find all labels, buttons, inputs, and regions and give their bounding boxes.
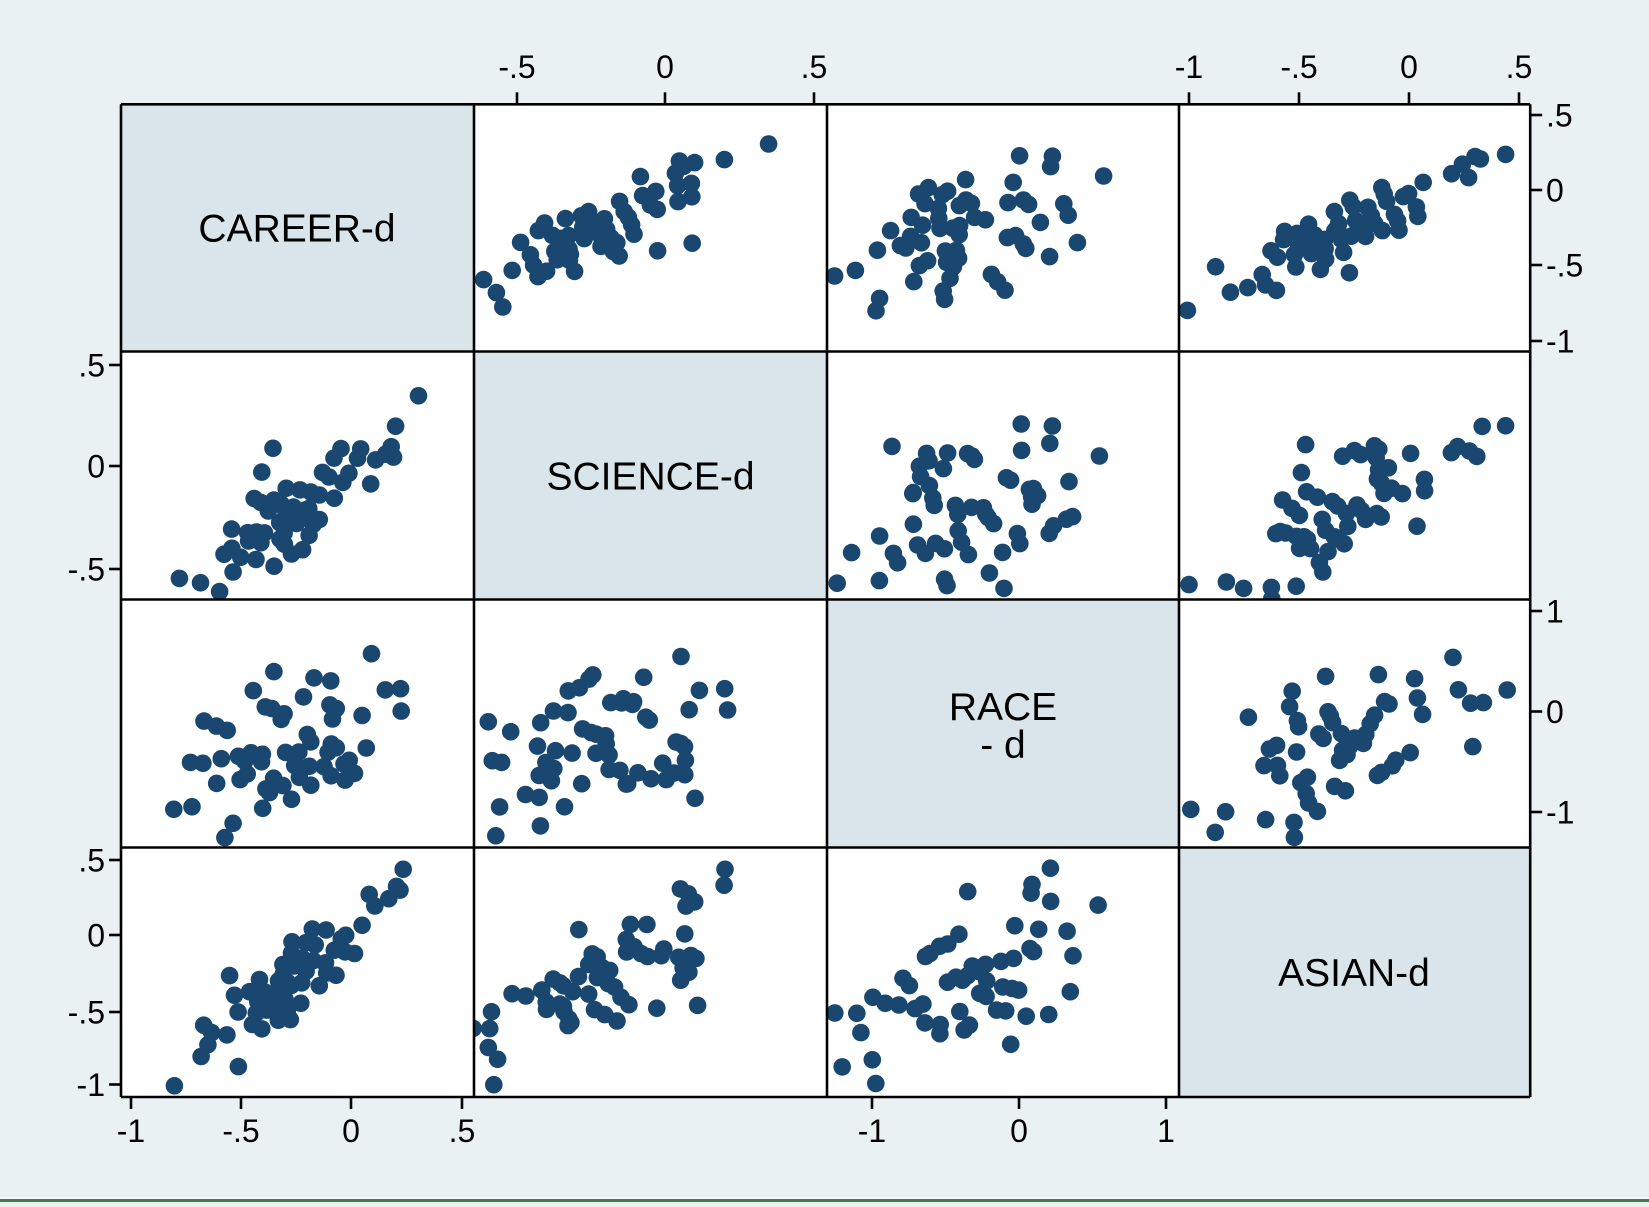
svg-text:0: 0: [87, 449, 105, 485]
svg-text:.5: .5: [78, 843, 105, 879]
svg-text:-1: -1: [858, 1113, 886, 1149]
svg-text:-1: -1: [1546, 324, 1574, 360]
svg-text:0: 0: [87, 918, 105, 954]
svg-text:.5: .5: [1546, 98, 1573, 134]
svg-text:.5: .5: [78, 348, 105, 384]
svg-text:-1: -1: [117, 1113, 145, 1149]
svg-text:1: 1: [1157, 1113, 1175, 1149]
svg-text:0: 0: [656, 49, 674, 85]
svg-text:0: 0: [1546, 694, 1564, 730]
svg-text:-1: -1: [1175, 49, 1203, 85]
svg-text:- d: - d: [980, 724, 1026, 767]
svg-text:0: 0: [1010, 1113, 1028, 1149]
svg-text:0: 0: [1546, 173, 1564, 209]
svg-text:SCIENCE-d: SCIENCE-d: [546, 456, 754, 499]
svg-text:-.5: -.5: [68, 552, 105, 588]
svg-text:0: 0: [1400, 49, 1418, 85]
svg-text:-.5: -.5: [68, 995, 105, 1031]
svg-text:0: 0: [342, 1113, 360, 1149]
svg-text:-.5: -.5: [498, 49, 535, 85]
svg-text:-1: -1: [1546, 795, 1574, 831]
svg-text:-.5: -.5: [1546, 248, 1583, 284]
svg-text:RACE: RACE: [949, 686, 1057, 729]
svg-text:ASIAN-d: ASIAN-d: [1278, 952, 1430, 995]
svg-text:1: 1: [1546, 594, 1564, 630]
svg-text:-.5: -.5: [222, 1113, 259, 1149]
svg-text:-.5: -.5: [1280, 49, 1317, 85]
svg-text:CAREER-d: CAREER-d: [198, 208, 395, 251]
svg-text:.5: .5: [1506, 49, 1533, 85]
svg-text:-1: -1: [77, 1067, 105, 1103]
svg-text:.5: .5: [801, 49, 828, 85]
svg-text:.5: .5: [449, 1113, 476, 1149]
